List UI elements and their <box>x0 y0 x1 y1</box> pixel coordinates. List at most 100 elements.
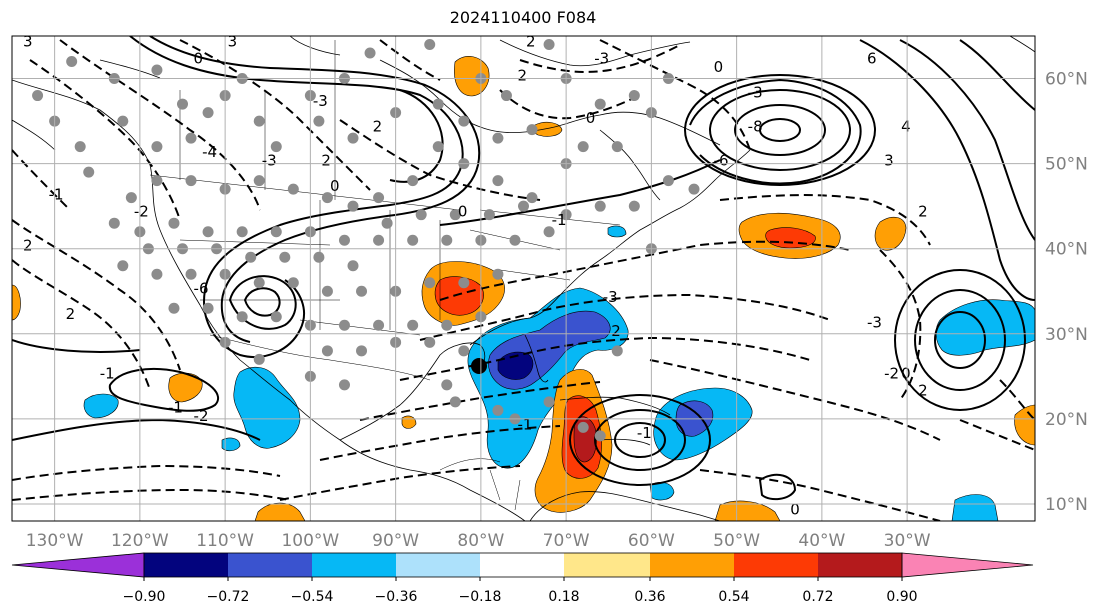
station-dot <box>287 277 299 289</box>
longitude-tick-label: 40°W <box>798 531 845 551</box>
positive-anomaly-alaska <box>454 56 490 97</box>
colorbar-tick-label: 0.90 <box>886 589 917 605</box>
contour-label: -8 <box>748 118 763 136</box>
station-dot <box>492 404 504 416</box>
positive-anomaly-westedge <box>12 284 21 321</box>
station-dot <box>117 260 129 272</box>
station-dot <box>125 192 137 204</box>
contour-label: -2 <box>884 364 899 382</box>
latitude-tick-label: 60°N <box>1045 70 1088 90</box>
station-dot <box>688 183 700 195</box>
station-dot <box>321 192 333 204</box>
contour-label: -1 <box>518 415 533 433</box>
station-dot <box>415 209 427 221</box>
station-dot <box>279 251 291 263</box>
station-dot <box>594 200 606 212</box>
station-dot <box>594 98 606 110</box>
station-dot <box>441 234 453 246</box>
station-dot <box>356 285 368 297</box>
station-dot <box>628 200 640 212</box>
contour-label: 2 <box>23 237 33 255</box>
station-dot <box>492 175 504 187</box>
contour-label: 0 <box>194 50 204 68</box>
station-dot <box>458 277 470 289</box>
contour-label: -3 <box>594 50 609 68</box>
colorbar-tick-label: −0.90 <box>123 589 166 605</box>
station-dot <box>177 98 188 110</box>
station-dot <box>373 319 385 331</box>
contour-label: 3 <box>23 33 33 51</box>
contour-label: 2 <box>66 305 76 323</box>
station-dot <box>407 319 419 331</box>
longitude-tick-label: 120°W <box>111 531 169 551</box>
contour-label: 2 <box>611 322 621 340</box>
storm-center-marker <box>471 358 487 374</box>
station-dot <box>236 226 248 238</box>
station-dot <box>577 421 589 433</box>
station-dot <box>245 251 257 263</box>
station-dot <box>662 175 674 187</box>
station-dot <box>611 345 623 357</box>
contour-label: 2 <box>918 381 928 399</box>
station-dot <box>313 251 325 263</box>
colorbar-frame <box>143 552 903 578</box>
contour-label: -1 <box>100 364 115 382</box>
latitude-tick-label: 40°N <box>1045 240 1088 260</box>
map-frame <box>11 35 1036 522</box>
station-dot <box>202 107 214 119</box>
contour-label: -6 <box>714 152 729 170</box>
station-dot <box>543 396 555 408</box>
station-dot <box>83 166 95 178</box>
station-dot <box>321 345 333 357</box>
station-dot <box>449 396 461 408</box>
station-dot <box>407 175 419 187</box>
station-dot <box>168 217 180 229</box>
station-dot <box>338 319 350 331</box>
latitude-tick-label: 30°N <box>1045 325 1088 345</box>
contour-label: 6 <box>867 50 877 68</box>
station-dot <box>253 115 265 127</box>
colorbar-segment <box>734 553 818 577</box>
longitude-tick-label: 100°W <box>281 531 339 551</box>
station-dot <box>185 268 197 280</box>
station-dot <box>364 47 376 59</box>
dashed-contours <box>12 39 1035 521</box>
contour-label: -1 <box>552 211 567 229</box>
station-dot <box>407 234 419 246</box>
station-dot <box>32 90 44 102</box>
station-dot <box>373 234 385 246</box>
station-dot <box>236 311 248 323</box>
station-dot <box>458 345 470 357</box>
colorbar-tick-label: −0.18 <box>459 589 502 605</box>
latitude-tick-label: 10°N <box>1045 495 1088 515</box>
longitude-tick-label: 80°W <box>457 531 504 551</box>
latitude-tick-label: 20°N <box>1045 410 1088 430</box>
contour-label: 0 <box>458 203 468 221</box>
colorbar-segment <box>228 553 312 577</box>
station-dot <box>432 141 444 153</box>
station-dot <box>270 141 282 153</box>
contour-label: 2 <box>518 67 528 85</box>
contour-label: 0 <box>330 177 340 195</box>
station-dot <box>356 345 368 357</box>
positive-anomaly-pacific <box>168 372 203 403</box>
colorbar-tick-label: 0.54 <box>718 589 749 605</box>
colorbar-segment <box>480 553 564 577</box>
longitude-tick-label: 50°W <box>713 531 760 551</box>
contour-label: -4 <box>202 143 217 161</box>
chart-title: 2024110400 F084 <box>449 8 597 27</box>
station-dot <box>373 192 385 204</box>
station-dot <box>492 132 504 144</box>
colorbar-tick-label: −0.54 <box>291 589 334 605</box>
longitude-tick-label: 70°W <box>543 531 590 551</box>
station-dot <box>594 430 606 442</box>
colorbar <box>11 552 1034 581</box>
station-dot <box>108 217 120 229</box>
latitude-labels: 60°N 50°N 40°N 30°N 20°N 10°N <box>1045 70 1088 515</box>
station-dot <box>432 98 444 110</box>
station-dot <box>185 175 197 187</box>
colorbar-segment <box>650 553 734 577</box>
station-dot <box>270 311 282 323</box>
contour-label: -1 <box>49 186 64 204</box>
